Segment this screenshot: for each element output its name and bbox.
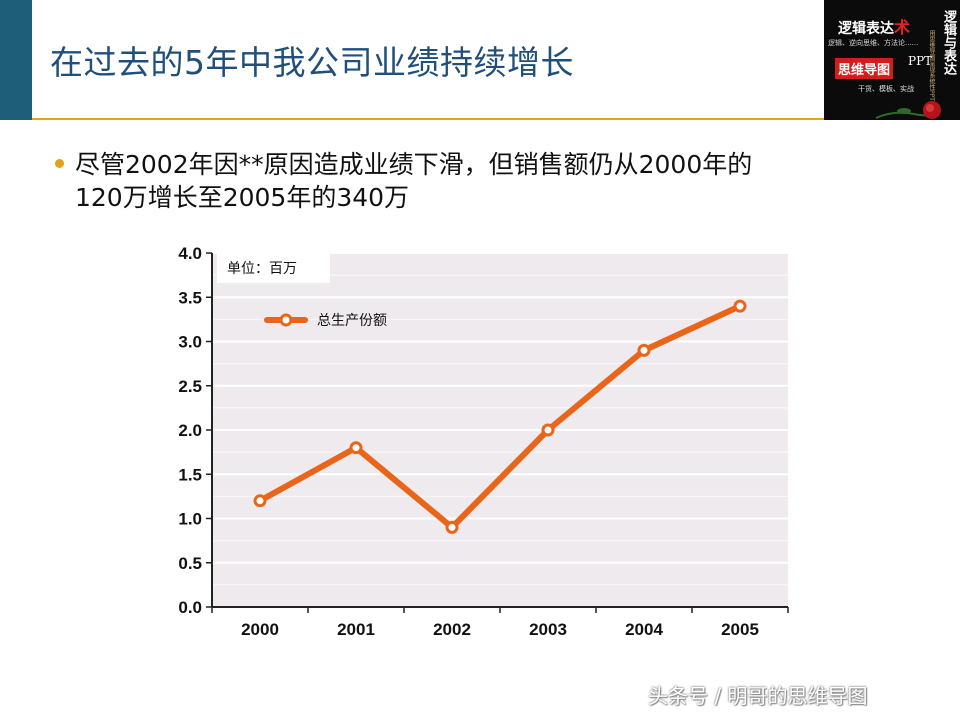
bullet-line-2: 120万增长至2005年的340万 xyxy=(75,183,410,212)
logo-side-title: 逻辑与表达 xyxy=(941,10,956,75)
y-tick-label: 0.0 xyxy=(178,598,202,617)
title-underline xyxy=(32,118,824,120)
x-tick-label: 2003 xyxy=(529,620,567,639)
x-tick-label: 2001 xyxy=(337,620,375,639)
y-tick-label: 1.0 xyxy=(178,510,202,529)
x-tick-label: 2002 xyxy=(433,620,471,639)
logo-side-caption: 用思维导图呈现系统性PPT xyxy=(928,30,935,101)
logo-mindmap-label: 思维导图 xyxy=(835,58,894,79)
data-point xyxy=(349,441,363,455)
bullet-text: 尽管2002年因**原因造成业绩下滑，但销售额仍从2000年的 120万增长至2… xyxy=(75,148,895,214)
y-tick-label: 2.5 xyxy=(178,377,202,396)
slide-title: 在过去的5年中我公司业绩持续增长 xyxy=(50,43,574,82)
title-accent-bar xyxy=(0,0,32,120)
data-point xyxy=(733,299,747,313)
series-line xyxy=(257,303,743,531)
y-tick-label: 4.0 xyxy=(178,244,202,263)
x-tick-label: 2005 xyxy=(721,620,759,639)
y-tick-label: 2.0 xyxy=(178,421,202,440)
bullet-line-1: 尽管2002年因**原因造成业绩下滑，但销售额仍从2000年的 xyxy=(75,150,753,179)
bullet-dot-icon xyxy=(55,159,64,168)
logo-headline: 逻辑表达术 xyxy=(838,18,911,37)
legend-label: 总生产份额 xyxy=(317,313,387,329)
y-tick-label: 3.0 xyxy=(178,333,202,352)
title-bar: 在过去的5年中我公司业绩持续增长 xyxy=(0,0,824,120)
data-point xyxy=(637,343,651,357)
data-point xyxy=(445,520,459,534)
unit-label: 单位：百万 xyxy=(227,261,297,277)
y-tick-label: 0.5 xyxy=(178,554,202,573)
y-tick-label: 3.5 xyxy=(178,288,202,307)
legend-marker xyxy=(279,313,293,327)
watermark: 头条号 / 明哥的思维导图 xyxy=(648,684,868,708)
logo-ppt-label: PPT xyxy=(908,54,933,68)
x-tick-label: 2004 xyxy=(625,620,663,639)
y-tick-label: 1.5 xyxy=(178,465,202,484)
x-tick-label: 2000 xyxy=(241,620,279,639)
data-point xyxy=(253,494,267,508)
rose-icon xyxy=(875,101,941,119)
data-point xyxy=(541,423,555,437)
logo-subtagline: 干货、模板、实战 xyxy=(858,85,914,93)
chart-svg: 0.0 0.5 1.0 1.5 2.0 2.5 3.0 3.5 4.0 2000 2001 2002 2… xyxy=(178,244,789,639)
brand-logo: 逻辑表达术 逻辑、逆向思维、方法论...... 思维导图 PPT 干货、模板、实… xyxy=(824,0,960,120)
unit-label-box xyxy=(217,253,330,283)
sales-line-chart: 0.0 0.5 1.0 1.5 2.0 2.5 3.0 3.5 4.0 2000 2001 2002 2… xyxy=(160,236,800,646)
logo-tagline: 逻辑、逆向思维、方法论...... xyxy=(828,39,919,47)
